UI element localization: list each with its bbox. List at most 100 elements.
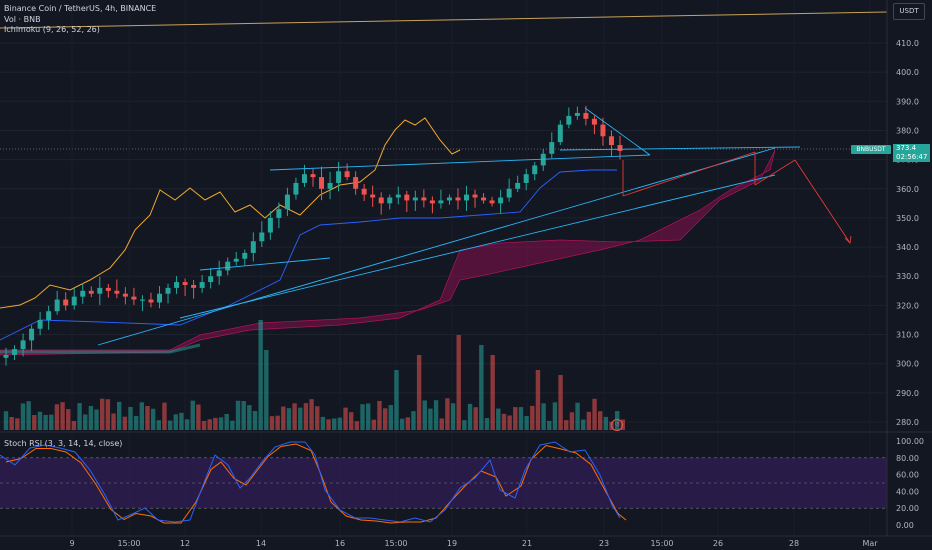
volume-bar	[88, 406, 94, 430]
volume-bar	[490, 355, 495, 430]
candle-body	[199, 282, 205, 288]
price-axis-label: 360.0	[896, 185, 919, 194]
volume-bar	[399, 418, 405, 430]
volume-bar	[235, 400, 241, 430]
candle-body	[549, 142, 555, 154]
currency-button[interactable]: USDT	[893, 3, 925, 20]
volume-bar	[597, 411, 603, 430]
candle-body	[455, 197, 461, 201]
volume-bar	[201, 420, 207, 430]
candle-body	[387, 197, 393, 204]
candle-body	[574, 112, 580, 116]
kumo-green-edge	[0, 343, 201, 354]
kumo-cloud	[0, 149, 776, 356]
symbol-title: Binance Coin / TetherUS, 4h, BINANCE	[4, 4, 157, 13]
volume-bar	[281, 406, 286, 430]
candle-body	[566, 115, 572, 125]
volume-bar	[184, 419, 190, 430]
candle-body	[191, 284, 197, 288]
candle-body	[489, 200, 495, 204]
symbol-tag: BNBUSDT	[851, 145, 891, 154]
candle-body	[301, 174, 307, 183]
volume-bar	[416, 355, 422, 430]
volume-bar	[309, 399, 314, 430]
price-tag: 373.4 02:56:47	[893, 144, 930, 162]
chart-grid	[0, 42, 887, 423]
candle-body	[395, 194, 401, 198]
volume-bar	[552, 402, 558, 430]
trend-line-upper	[0, 11, 888, 29]
volume-bar	[224, 413, 229, 430]
time-axis-label: 15:00	[384, 539, 407, 548]
volume-bar	[479, 345, 484, 430]
volume-bar	[83, 414, 88, 430]
price-axis-label: 380.0	[896, 126, 919, 135]
candle-body	[174, 282, 180, 288]
price-axis-label: 410.0	[896, 39, 919, 48]
volume-bar	[365, 403, 371, 430]
price-axis-label: 300.0	[896, 360, 919, 369]
time-axis-label: 28	[789, 539, 799, 548]
candle-body	[114, 290, 120, 294]
volume-bar	[3, 411, 9, 430]
candle-body	[327, 182, 333, 189]
candle-body	[506, 188, 512, 198]
volume-bar	[162, 402, 167, 430]
trend-line	[269, 154, 651, 171]
trend-line	[559, 146, 801, 151]
time-axis-label: 9	[69, 539, 74, 548]
volume-bar	[518, 407, 524, 430]
volume-bar	[592, 398, 597, 430]
volume-bar	[139, 402, 145, 430]
price-axis-label: 310.0	[896, 331, 919, 340]
price-axis-label: 390.0	[896, 97, 919, 106]
candle-body	[523, 174, 529, 183]
trend-line	[97, 147, 776, 346]
volume-bar	[377, 400, 382, 430]
stoch-axis-label: 0.00	[896, 521, 914, 530]
time-axis-label: 19	[447, 539, 457, 548]
volume-bar	[332, 418, 337, 430]
volume-bar	[258, 320, 263, 430]
candle-body	[20, 340, 26, 350]
volume-bar	[337, 417, 343, 430]
projection-line	[794, 159, 851, 244]
volume-bar	[450, 403, 456, 430]
volume-bar	[173, 414, 178, 430]
bar-reset-icon[interactable]: ↺	[611, 419, 623, 431]
volume-bar	[252, 411, 258, 430]
candle-body	[12, 349, 18, 355]
price-axis-label: 340.0	[896, 243, 919, 252]
candle-body	[233, 258, 239, 262]
stoch-k-line	[0, 441, 621, 523]
candle-body	[481, 197, 487, 201]
candle-body	[71, 296, 77, 306]
volume-bar	[167, 420, 173, 430]
candle-body	[532, 165, 538, 175]
volume-bar	[77, 403, 82, 430]
candle-body	[498, 197, 504, 204]
stoch-rsi-panel	[0, 441, 887, 524]
volume-bar	[507, 415, 512, 430]
volume-bar	[581, 419, 586, 430]
volume-bar	[230, 420, 235, 430]
volume-bar	[15, 418, 20, 430]
volume-bar	[326, 419, 331, 430]
volume-bar	[213, 417, 218, 430]
trend-lines	[0, 11, 888, 346]
price-axis-label: 290.0	[896, 389, 919, 398]
volume-bar	[547, 420, 552, 430]
stoch-axis-label: 60.00	[896, 471, 919, 480]
volume-bar	[564, 420, 569, 430]
candle-body	[336, 171, 342, 183]
volume-bar	[241, 400, 246, 430]
volume-bar	[603, 416, 609, 430]
volume-bar	[100, 398, 105, 430]
candle-body	[46, 311, 52, 320]
volume-bar	[275, 415, 280, 430]
candle-body	[557, 124, 563, 143]
candle-body	[464, 194, 469, 201]
volume-bar	[247, 405, 252, 430]
volume-bar	[26, 401, 31, 430]
